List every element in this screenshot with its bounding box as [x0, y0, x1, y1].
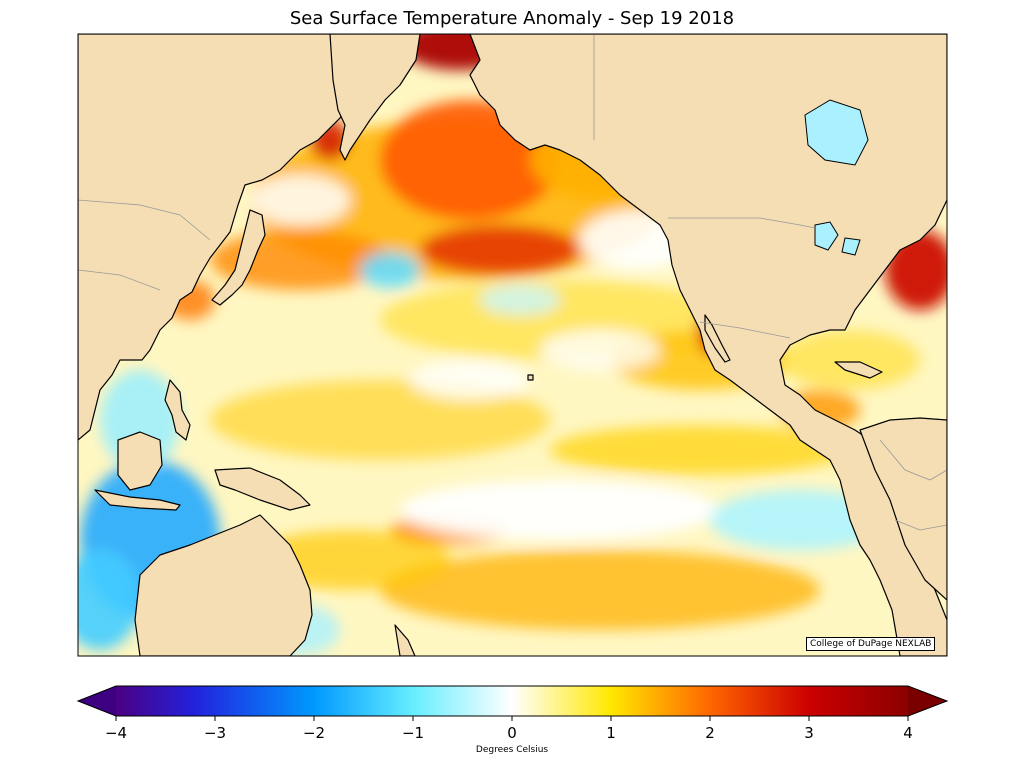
- land-java: [94, 489, 181, 511]
- inland-water: [804, 99, 869, 256]
- land-cuba: [834, 361, 883, 379]
- colorbar-label: Degrees Celsius: [475, 745, 549, 755]
- land-borneo: [117, 431, 163, 491]
- land-south-america: [859, 417, 947, 601]
- colorbar-tick-label: 2: [705, 724, 715, 742]
- land-north-america: [469, 34, 947, 656]
- colorbar-tick-label: −4: [105, 724, 127, 742]
- colorbar-tick-label: 4: [903, 724, 913, 742]
- map-frame: [77, 33, 948, 657]
- colorbar-ticks: −4 −3 −2 −1 0 1 2 3 4: [105, 716, 913, 742]
- colorbar-tick-label: 0: [507, 724, 517, 742]
- colorbar-tick-label: 1: [606, 724, 616, 742]
- colorbar-tick-label: −2: [303, 724, 325, 742]
- land-australia: [134, 514, 313, 656]
- land-kamchatka: [329, 34, 421, 161]
- colorbar-tick-label: 3: [804, 724, 814, 742]
- land-hawaii: [527, 374, 534, 381]
- land-new-guinea: [214, 467, 311, 511]
- land-masses: [78, 34, 947, 656]
- colorbar-tick-label: −3: [204, 724, 226, 742]
- land-baja: [704, 314, 731, 363]
- sst-anomaly-map: [77, 33, 948, 657]
- land-philippines: [164, 379, 191, 441]
- borders: [78, 34, 947, 531]
- credit-label: College of DuPage NEXLAB: [806, 637, 936, 651]
- land-new-zealand: [394, 624, 416, 656]
- map-title: Sea Surface Temperature Anomaly - Sep 19…: [289, 8, 735, 29]
- land-japan: [211, 209, 266, 306]
- colorbar-tick-label: −1: [402, 724, 424, 742]
